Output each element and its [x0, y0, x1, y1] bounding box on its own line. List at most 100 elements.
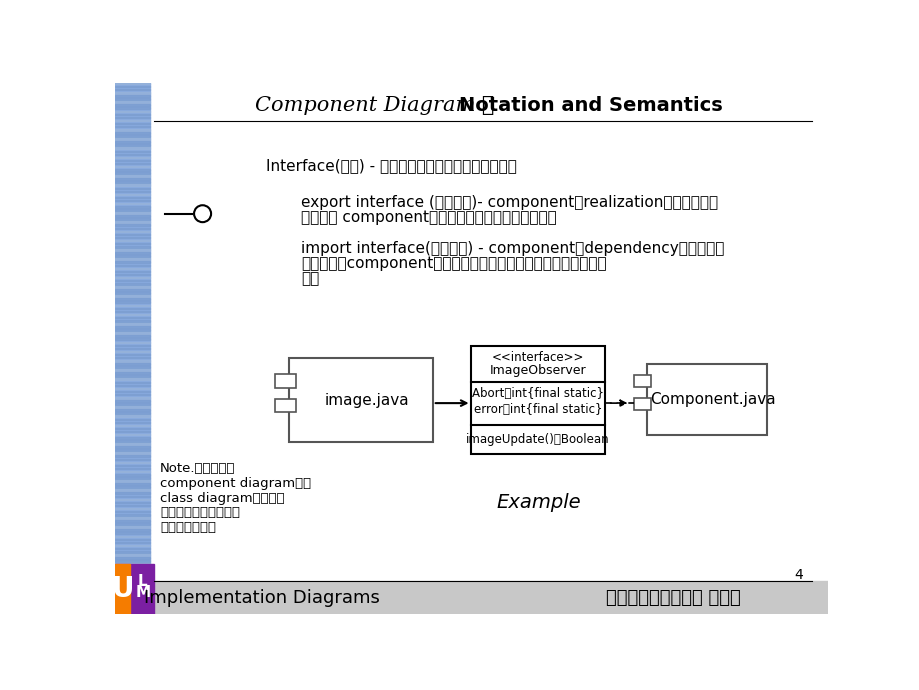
Bar [115, 150, 150, 152]
Bar [115, 308, 150, 309]
Bar [115, 600, 150, 602]
Bar [115, 302, 150, 303]
Bar [115, 354, 150, 355]
Bar [115, 391, 150, 393]
Bar [289, 359, 432, 442]
Bar [115, 114, 150, 115]
Bar [646, 364, 766, 435]
Text: Interface(介面) - 表示元件外部可見的操作的集合。: Interface(介面) - 表示元件外部可見的操作的集合。 [266, 159, 516, 173]
Bar [115, 508, 150, 509]
Bar [115, 517, 150, 519]
Bar [115, 314, 150, 315]
Bar [115, 129, 150, 130]
Bar [115, 591, 150, 593]
Bar [115, 563, 150, 565]
Bar [115, 366, 150, 368]
Bar [115, 200, 150, 201]
Bar [115, 243, 150, 244]
Bar [115, 304, 150, 306]
Bar [115, 234, 150, 235]
Bar [115, 569, 150, 571]
Text: 的。: 的。 [301, 272, 319, 286]
Bar [275, 399, 295, 413]
Text: ImageObserver: ImageObserver [489, 364, 585, 377]
Bar [115, 351, 150, 353]
Bar [115, 560, 150, 562]
Bar [115, 443, 150, 444]
Bar [115, 135, 150, 137]
Bar [115, 449, 150, 451]
Bar [115, 483, 150, 485]
Text: 東吴大學資訊科學系 江清水: 東吴大學資訊科學系 江清水 [605, 589, 740, 607]
Bar [115, 489, 150, 491]
Bar [115, 258, 150, 260]
Bar [115, 523, 150, 525]
Bar [115, 237, 150, 238]
Bar [115, 293, 150, 294]
Bar [115, 184, 150, 186]
Bar [115, 148, 150, 149]
Bar [115, 209, 150, 210]
Bar [115, 333, 150, 334]
Bar [115, 594, 150, 595]
Bar [275, 374, 295, 388]
Bar [115, 415, 150, 417]
Bar [115, 511, 150, 513]
Text: 只是焦點是放在系統中: 只是焦點是放在系統中 [160, 506, 240, 520]
Bar [115, 424, 150, 426]
Bar [115, 320, 150, 322]
Bar [115, 203, 150, 204]
Bar [115, 357, 150, 359]
Bar [115, 197, 150, 198]
Bar [115, 317, 150, 318]
Bar [115, 86, 150, 88]
Text: Note.基本上可把: Note.基本上可把 [160, 462, 235, 475]
Bar [115, 477, 150, 479]
Bar [115, 289, 150, 290]
Bar [115, 335, 150, 337]
Bar [115, 406, 150, 408]
Text: L: L [138, 574, 148, 589]
Bar [115, 295, 150, 297]
Bar [115, 144, 150, 146]
Bar [115, 221, 150, 223]
Bar [115, 98, 150, 100]
Bar [115, 264, 150, 266]
Bar [471, 346, 604, 454]
Bar [115, 588, 150, 589]
Bar [115, 551, 150, 553]
Bar [115, 542, 150, 543]
Bar [633, 375, 651, 387]
Bar [115, 545, 150, 546]
Bar [115, 166, 150, 168]
Bar [115, 101, 150, 103]
Bar [115, 181, 150, 183]
Text: Abort：int{final static}: Abort：int{final static} [471, 387, 604, 400]
Bar [115, 178, 150, 180]
Bar [115, 375, 150, 377]
Bar [115, 566, 150, 568]
Text: U: U [111, 575, 134, 603]
Bar [115, 224, 150, 226]
Bar [115, 108, 150, 109]
Bar [115, 535, 150, 537]
Text: Component.java: Component.java [650, 392, 775, 407]
Bar [115, 581, 827, 614]
Bar [115, 557, 150, 559]
Bar [115, 419, 150, 420]
Bar [115, 310, 150, 313]
Bar [115, 446, 150, 448]
Bar [115, 384, 150, 386]
Bar [115, 283, 150, 284]
Text: 連，表示 component用來實行此種介面的功能服務。: 連，表示 component用來實行此種介面的功能服務。 [301, 210, 556, 225]
Text: component diagram視為: component diagram視為 [160, 477, 311, 490]
Bar [115, 573, 150, 574]
Bar [115, 514, 150, 515]
Text: 元件之間的關係: 元件之間的關係 [160, 521, 216, 534]
Bar [115, 462, 150, 463]
Text: class diagram的一種，: class diagram的一種， [160, 492, 284, 504]
Bar [115, 329, 150, 331]
Bar [115, 228, 150, 229]
Bar [115, 471, 150, 473]
Bar [115, 344, 150, 346]
